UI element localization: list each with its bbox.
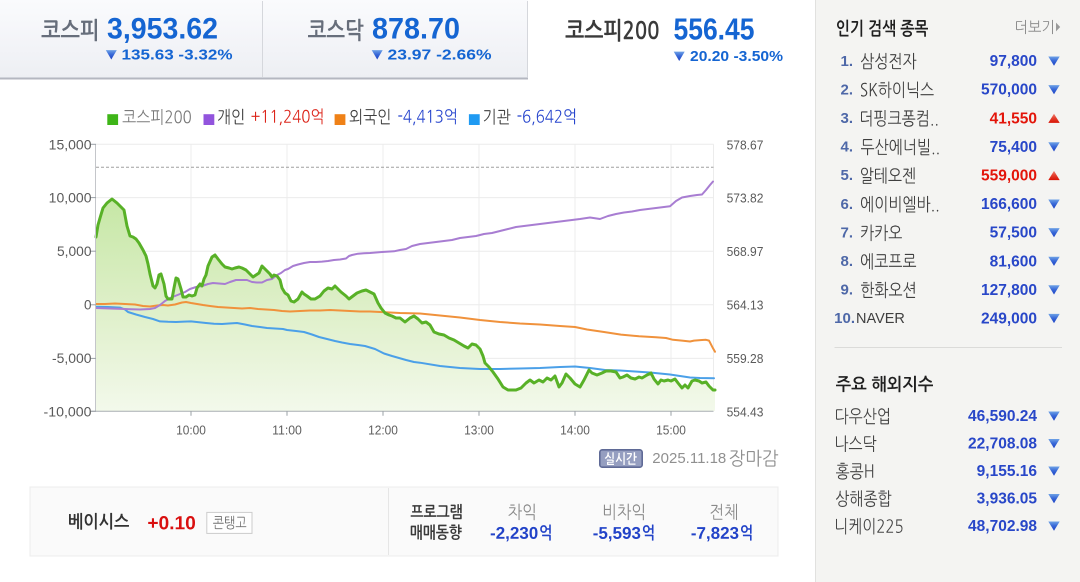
svg-text:556.45: 556.45: [674, 11, 755, 46]
svg-text:48,702.98: 48,702.98: [968, 518, 1037, 535]
svg-text:5,000: 5,000: [57, 244, 92, 259]
svg-text:559.28: 559.28: [727, 351, 764, 366]
svg-text:14:00: 14:00: [560, 422, 590, 437]
svg-text:-10,000: -10,000: [44, 404, 92, 419]
svg-text:3,953.62: 3,953.62: [107, 13, 218, 46]
svg-text:97,800: 97,800: [990, 53, 1037, 70]
svg-text:0: 0: [84, 298, 92, 313]
svg-text:7.: 7.: [840, 224, 853, 241]
svg-text:2.: 2.: [840, 81, 853, 98]
svg-text:8.: 8.: [840, 253, 853, 270]
svg-text:22,708.08: 22,708.08: [968, 436, 1037, 453]
svg-text:5.: 5.: [840, 167, 853, 184]
svg-text:559,000: 559,000: [981, 168, 1037, 185]
svg-text:9,155.16: 9,155.16: [977, 463, 1038, 480]
svg-text:568.97: 568.97: [727, 244, 764, 259]
svg-text:3,936.05: 3,936.05: [977, 491, 1038, 508]
svg-text:15:00: 15:00: [656, 422, 686, 437]
svg-text:573.82: 573.82: [727, 191, 764, 206]
svg-text:20.20 -3.50%: 20.20 -3.50%: [690, 48, 783, 65]
svg-text:-5,000: -5,000: [52, 351, 92, 366]
svg-text:46,590.24: 46,590.24: [968, 408, 1037, 425]
svg-text:3.: 3.: [840, 110, 853, 127]
svg-text:570,000: 570,000: [981, 82, 1037, 99]
svg-text:13:00: 13:00: [464, 422, 494, 437]
svg-text:81,600: 81,600: [990, 253, 1037, 270]
svg-text:10:00: 10:00: [176, 422, 206, 437]
svg-text:10.: 10.: [834, 310, 855, 327]
svg-text:15,000: 15,000: [49, 137, 92, 152]
svg-text:12:00: 12:00: [368, 422, 398, 437]
svg-text:NAVER: NAVER: [856, 311, 905, 327]
svg-text:166,600: 166,600: [981, 196, 1037, 213]
svg-text:57,500: 57,500: [990, 225, 1037, 242]
svg-text:6.: 6.: [840, 196, 853, 213]
svg-text:9.: 9.: [840, 282, 853, 299]
svg-text:554.43: 554.43: [727, 404, 764, 419]
svg-text:10,000: 10,000: [49, 191, 92, 206]
svg-text:135.63 -3.32%: 135.63 -3.32%: [122, 46, 233, 63]
svg-text:23.97 -2.66%: 23.97 -2.66%: [388, 46, 492, 63]
svg-text:11:00: 11:00: [272, 422, 302, 437]
svg-text:75,400: 75,400: [990, 139, 1037, 156]
svg-text:1.: 1.: [840, 53, 853, 70]
svg-text:564.13: 564.13: [727, 298, 764, 313]
svg-text:578.67: 578.67: [727, 137, 764, 152]
svg-text:249,000: 249,000: [981, 311, 1037, 328]
svg-text:2025.11.18: 2025.11.18: [652, 450, 726, 467]
svg-text:878.70: 878.70: [372, 13, 460, 46]
svg-text:4.: 4.: [840, 139, 853, 156]
svg-text:127,800: 127,800: [981, 282, 1037, 299]
svg-text:41,550: 41,550: [990, 110, 1037, 127]
